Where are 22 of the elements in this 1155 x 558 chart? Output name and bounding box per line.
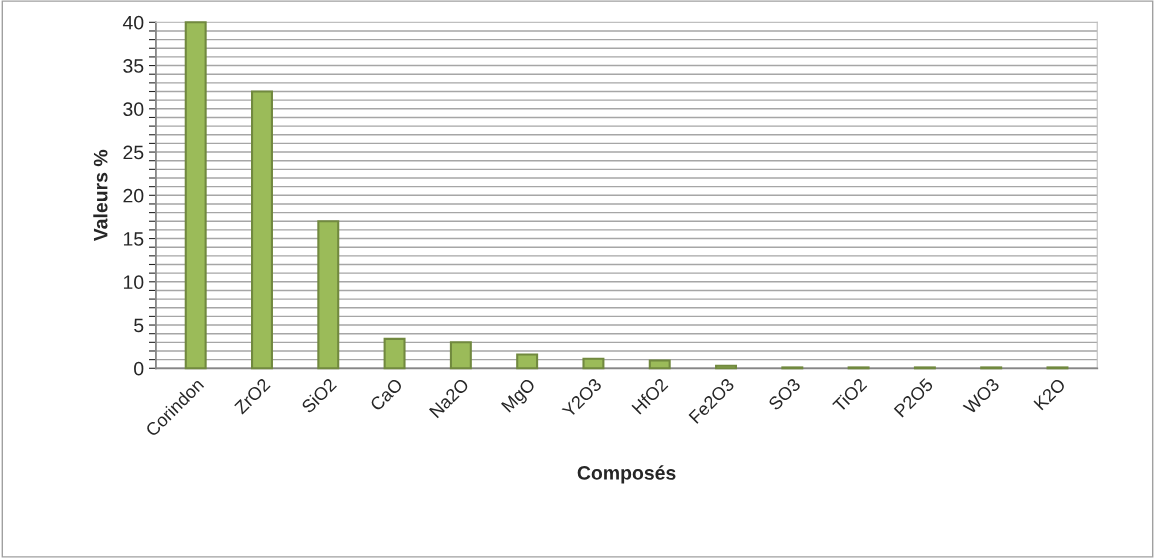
x-axis-title: Composés (577, 465, 676, 484)
y-axis-title: Valeurs % (93, 149, 108, 242)
y-tick-label: 25 (123, 145, 144, 160)
x-tick-label: CaO (369, 377, 404, 412)
y-tick-label: 5 (134, 318, 144, 333)
y-tick-label: 30 (123, 102, 144, 117)
y-tick-label: 20 (123, 188, 144, 203)
bar (715, 364, 738, 370)
bar (317, 220, 340, 370)
bar (251, 90, 273, 370)
bar (582, 357, 605, 370)
y-tick-label: 15 (123, 232, 144, 246)
bar (449, 341, 472, 370)
x-tick-label: K2O (1033, 377, 1067, 411)
y-tick-label: 35 (123, 59, 144, 73)
bar (184, 21, 207, 370)
bar (383, 337, 406, 370)
y-tick-label: 40 (122, 15, 144, 30)
bar (516, 353, 539, 370)
y-tick-label: 10 (123, 275, 144, 290)
bar (648, 359, 671, 370)
y-tick-label: 0 (134, 361, 144, 376)
